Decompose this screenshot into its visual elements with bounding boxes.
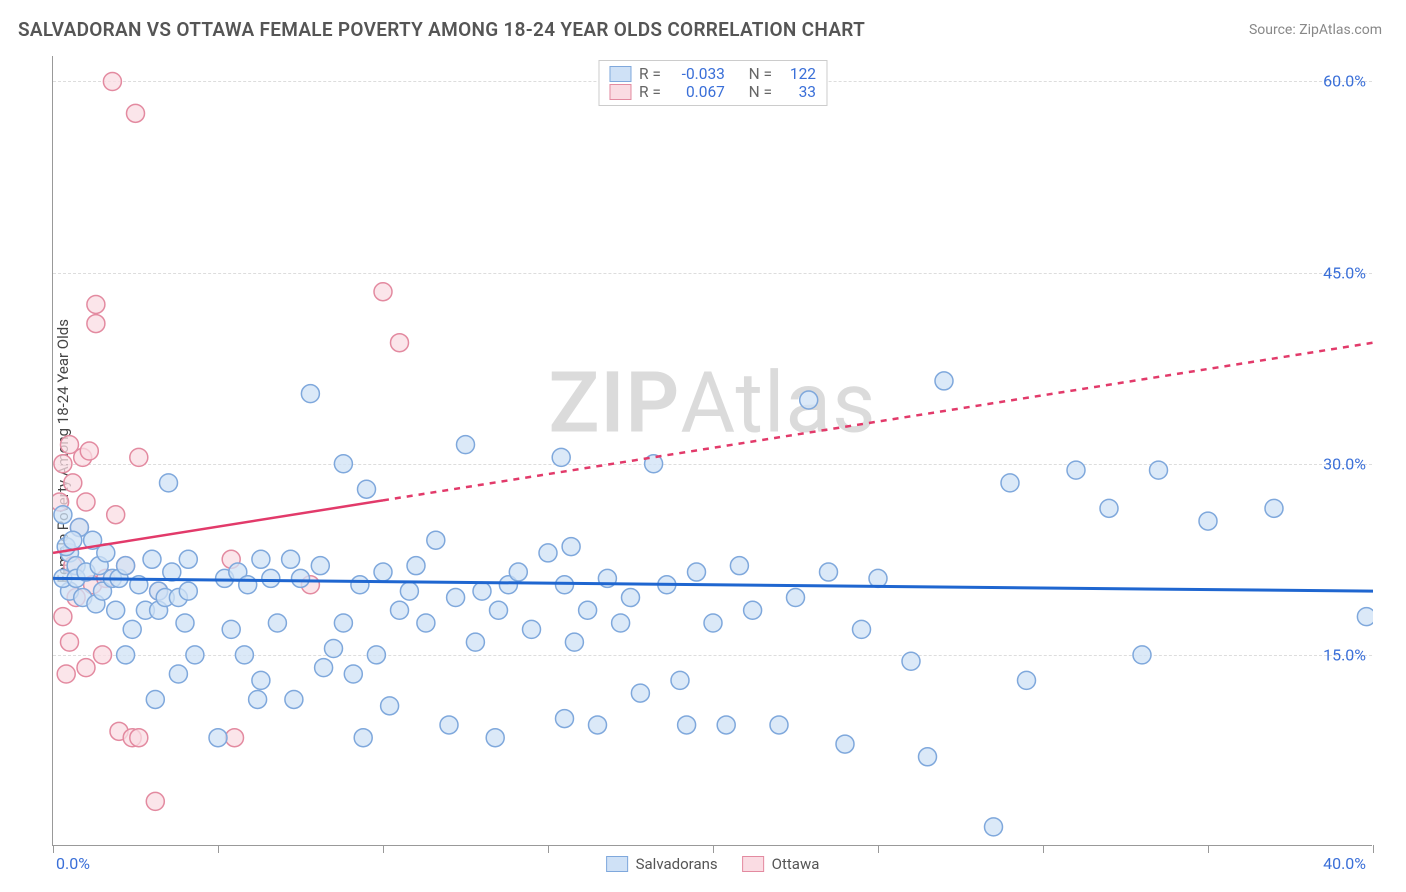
x-tick bbox=[548, 845, 549, 853]
legend-label: Ottawa bbox=[772, 855, 820, 873]
correlation-legend: R =-0.033 N =122R =0.067 N =33 bbox=[598, 60, 827, 106]
source-attribution: Source: ZipAtlas.com bbox=[1249, 22, 1382, 38]
series-legend: Salvadorans Ottawa bbox=[606, 855, 820, 873]
chart-container: SALVADORAN VS OTTAWA FEMALE POVERTY AMON… bbox=[0, 0, 1406, 892]
x-tick bbox=[713, 845, 714, 853]
x-tick bbox=[1043, 845, 1044, 853]
legend-swatch bbox=[609, 66, 631, 82]
x-tick bbox=[383, 845, 384, 853]
scatter-svg bbox=[53, 56, 1373, 846]
x-tick bbox=[1373, 845, 1374, 853]
x-tick bbox=[878, 845, 879, 853]
legend-swatch bbox=[609, 84, 631, 100]
legend-label: Salvadorans bbox=[636, 855, 718, 873]
x-tick bbox=[218, 845, 219, 853]
legend-swatch bbox=[742, 856, 764, 872]
x-axis-max-label: 40.0% bbox=[1323, 854, 1366, 873]
chart-title: SALVADORAN VS OTTAWA FEMALE POVERTY AMON… bbox=[18, 18, 865, 41]
legend-row: R =0.067 N =33 bbox=[609, 83, 816, 101]
plot-area: Female Poverty Among 18-24 Year Olds ZIP… bbox=[52, 56, 1372, 846]
legend-row: R =-0.033 N =122 bbox=[609, 65, 816, 83]
legend-item: Ottawa bbox=[742, 855, 820, 873]
x-axis-min-label: 0.0% bbox=[56, 854, 90, 873]
legend-item: Salvadorans bbox=[606, 855, 718, 873]
legend-swatch bbox=[606, 856, 628, 872]
x-tick bbox=[1208, 845, 1209, 853]
x-tick bbox=[53, 845, 54, 853]
